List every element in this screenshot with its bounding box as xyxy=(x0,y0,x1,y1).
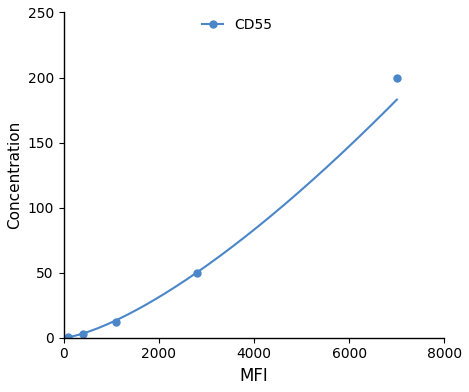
Legend: CD55: CD55 xyxy=(197,13,278,38)
X-axis label: MFI: MFI xyxy=(240,367,268,385)
Y-axis label: Concentration: Concentration xyxy=(7,121,22,229)
